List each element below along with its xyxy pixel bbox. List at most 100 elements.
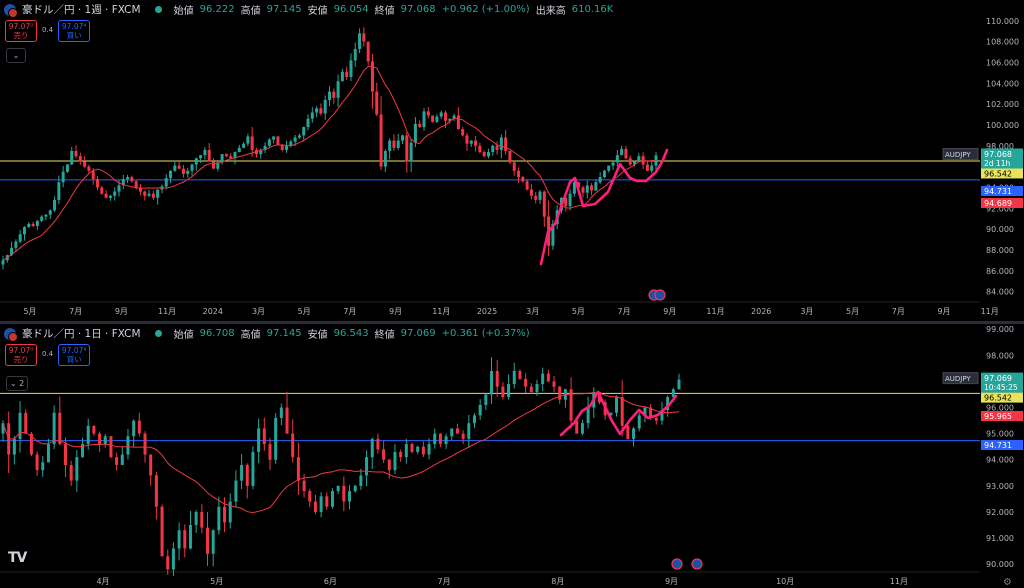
sell-button[interactable]: 97.07⁰ 売り (5, 344, 37, 366)
candle-body (448, 118, 452, 121)
candle-body (41, 462, 45, 471)
buy-label: 買い (66, 355, 82, 364)
candle-body (431, 115, 435, 122)
candle-body (27, 223, 31, 228)
daily-chart-pane[interactable]: 90.000 91.000 92.000 93.000 94.000 95.000 96.0… (0, 324, 1024, 588)
candle-body (267, 139, 271, 146)
y-tick-label: 98.000 (986, 142, 1014, 151)
candle-body (108, 195, 112, 198)
blue-line-price-label-box (981, 186, 1023, 196)
candle-body (234, 480, 238, 502)
candle-body (194, 158, 198, 165)
candle-body (12, 438, 16, 455)
candle-body (199, 155, 203, 159)
x-tick-label: 3月 (526, 307, 539, 316)
candle-body (18, 234, 22, 242)
candle-body (433, 433, 437, 445)
candle-body (10, 247, 14, 256)
buy-button[interactable]: 97.07⁴ 買い (58, 344, 91, 366)
tradingview-logo-icon[interactable]: TV (8, 550, 27, 566)
candle-body (242, 143, 246, 148)
candle-body (24, 412, 28, 434)
candle-body (132, 420, 136, 437)
candle-body (392, 140, 396, 148)
sell-button[interactable]: 97.07⁰ 売り (5, 20, 37, 42)
economic-event-icon (691, 558, 703, 570)
y-tick-label: 104.000 (986, 79, 1019, 88)
high-label: 高値 (240, 6, 261, 17)
trade-buttons: 97.07⁰ 売り 0.4 97.07⁴ 買い (5, 344, 91, 366)
candle-body (279, 407, 283, 418)
candle-body (58, 412, 62, 445)
spread-value: 0.4 (42, 26, 54, 34)
y-tick-label: 106.000 (986, 58, 1019, 67)
candle-body (98, 433, 102, 445)
candle-body (666, 397, 670, 411)
candle-body (121, 179, 125, 186)
candle-body (340, 71, 344, 82)
weekly-chart-pane[interactable]: 84.00086.00088.00090.00092.00094.00096.0… (0, 0, 1024, 322)
candle-body (257, 428, 261, 452)
candle-body (211, 530, 215, 554)
candle-body (517, 170, 521, 178)
candle-body (137, 420, 141, 434)
candle-body (302, 127, 306, 136)
current-price-box (981, 148, 1023, 169)
candle-body (525, 181, 529, 190)
weekly-chart-canvas[interactable]: 84.00086.00088.00090.00092.00094.00096.0… (0, 0, 1024, 322)
candle-body (120, 454, 124, 465)
candle-body (529, 189, 533, 196)
y-tick-label: 100.000 (986, 121, 1019, 130)
candle-body (280, 144, 284, 150)
candle-body (233, 152, 237, 159)
candle-body (177, 530, 181, 549)
high-value: 97.145 (266, 328, 302, 339)
candle-body (262, 428, 266, 445)
candle-body (52, 412, 56, 445)
ma-price-label: 94.689 (984, 199, 1012, 208)
daily-chart-canvas[interactable]: 90.000 91.000 92.000 93.000 94.000 95.000 96.0… (0, 324, 1024, 587)
candle-body (660, 410, 664, 421)
candle-body (499, 137, 503, 150)
x-tick-label: 4月 (96, 577, 109, 586)
candle-body (558, 386, 562, 400)
symbol-title[interactable]: 豪ドル／円 · 1週 · FXCM (22, 4, 141, 16)
candle-body (166, 556, 170, 570)
candle-body (70, 151, 74, 165)
candle-body (512, 162, 516, 171)
buy-button[interactable]: 97.07⁴ 買い (58, 20, 91, 42)
candle-body (29, 433, 33, 455)
candle-body (518, 370, 522, 379)
pink-drawing-annotation (539, 148, 669, 266)
candle-body (435, 116, 439, 122)
candle-body (263, 145, 267, 150)
collapse-indicators-button[interactable]: ⌄ 2 (6, 376, 28, 391)
candle-body (598, 177, 602, 183)
candle-body (383, 151, 387, 167)
market-open-dot-icon (154, 6, 162, 13)
y-tick-label: 95.000 (986, 430, 1014, 439)
candle-body (130, 177, 134, 182)
symbol-title[interactable]: 豪ドル／円 · 1日 · FXCM (22, 328, 141, 340)
candle-body (345, 71, 349, 78)
candle-body (439, 112, 443, 117)
candle-body (177, 165, 181, 169)
candle-body (336, 81, 340, 98)
candle-body (289, 141, 293, 146)
candle-body (585, 185, 589, 193)
candle-body (461, 129, 465, 136)
candle-body (410, 444, 414, 452)
candle-body (654, 417, 658, 421)
candle-body (469, 140, 473, 144)
candle-body (524, 378, 528, 387)
candle-body (580, 423, 584, 434)
collapse-indicators-button[interactable]: ⌄ (6, 48, 26, 63)
candle-body (421, 446, 425, 455)
candle-body (370, 61, 374, 92)
candle-body (501, 386, 505, 398)
sell-price: 97.07⁰ (8, 22, 34, 31)
symbol-tag-box (942, 372, 979, 385)
pane-divider[interactable] (0, 321, 1024, 324)
candle-body (353, 485, 357, 492)
chart-settings-gear-icon[interactable]: ⚙ (1003, 577, 1012, 588)
